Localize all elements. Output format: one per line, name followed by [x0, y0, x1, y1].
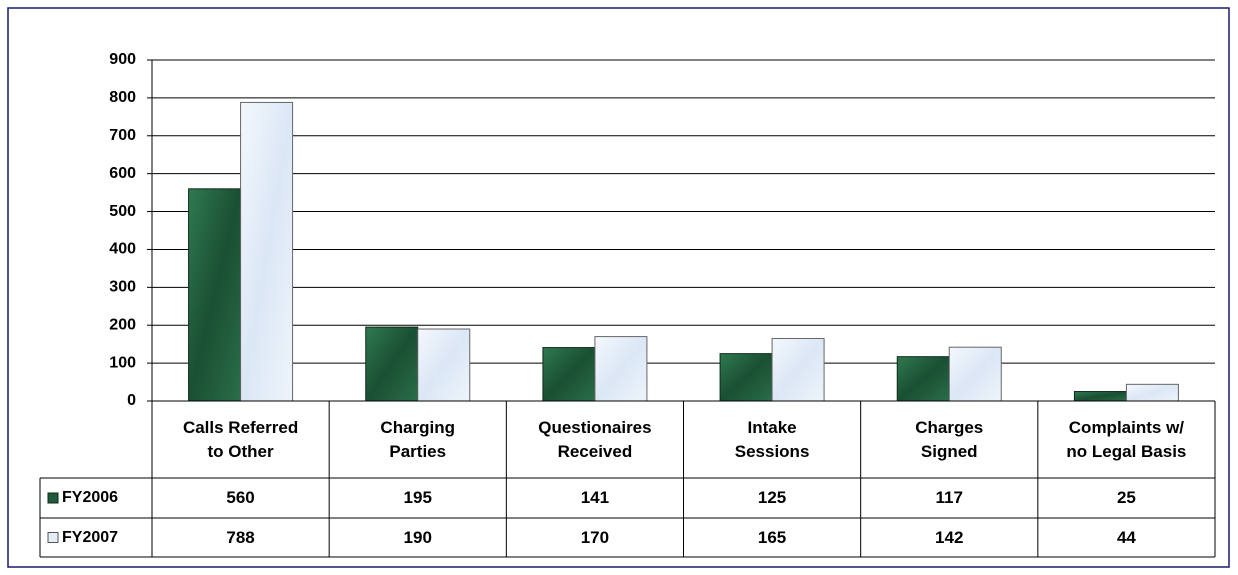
category-label: Charges Signed: [915, 417, 984, 461]
bar: [365, 326, 419, 402]
y-tick-label: 200: [109, 316, 136, 333]
y-tick-label: 700: [109, 127, 136, 144]
table-value: 25: [1116, 488, 1136, 507]
legend-label: FY2007: [62, 528, 119, 546]
bar: [719, 353, 773, 402]
legend-swatch: [47, 492, 59, 504]
table-value: 788: [226, 527, 255, 547]
y-tick-label: 100: [109, 354, 136, 371]
category-label: Charging Parties: [380, 417, 456, 461]
y-tick-label: 300: [109, 279, 136, 296]
table-value: 195: [403, 488, 432, 507]
bar: [896, 356, 950, 402]
y-tick-label: 400: [109, 241, 136, 258]
bar: [1073, 391, 1127, 402]
table-value: 44: [1116, 527, 1136, 547]
bar: [771, 337, 825, 402]
table-value: 165: [757, 527, 787, 547]
table-value: 117: [935, 488, 963, 507]
legend-swatch: [47, 532, 59, 543]
category-label: Questionaires Received: [538, 417, 652, 461]
bar: [417, 328, 471, 402]
table-value: 141: [580, 488, 610, 507]
y-tick-label: 900: [109, 51, 136, 68]
bar: [188, 188, 242, 402]
bar: [948, 346, 1002, 402]
y-tick-label: 0: [127, 392, 136, 409]
frame: [7, 7, 1230, 568]
legend-label: FY2006: [62, 489, 119, 506]
bar: [240, 101, 294, 402]
table-value: 190: [403, 527, 432, 547]
table-value: 560: [226, 488, 255, 507]
y-tick-label: 800: [109, 89, 136, 106]
table-value: 142: [935, 527, 964, 547]
bar: [542, 347, 596, 402]
y-tick-label: 500: [109, 203, 136, 220]
bar: [594, 336, 648, 402]
category-label: Intake Sessions: [734, 417, 810, 461]
category-label: Calls Referred to Other: [182, 417, 299, 461]
table-value: 170: [580, 527, 610, 547]
bar: [1125, 383, 1179, 402]
y-tick-label: 600: [109, 165, 136, 182]
category-label: Complaints w/ no Legal Basis: [1066, 417, 1187, 461]
table-value: 125: [757, 488, 787, 507]
